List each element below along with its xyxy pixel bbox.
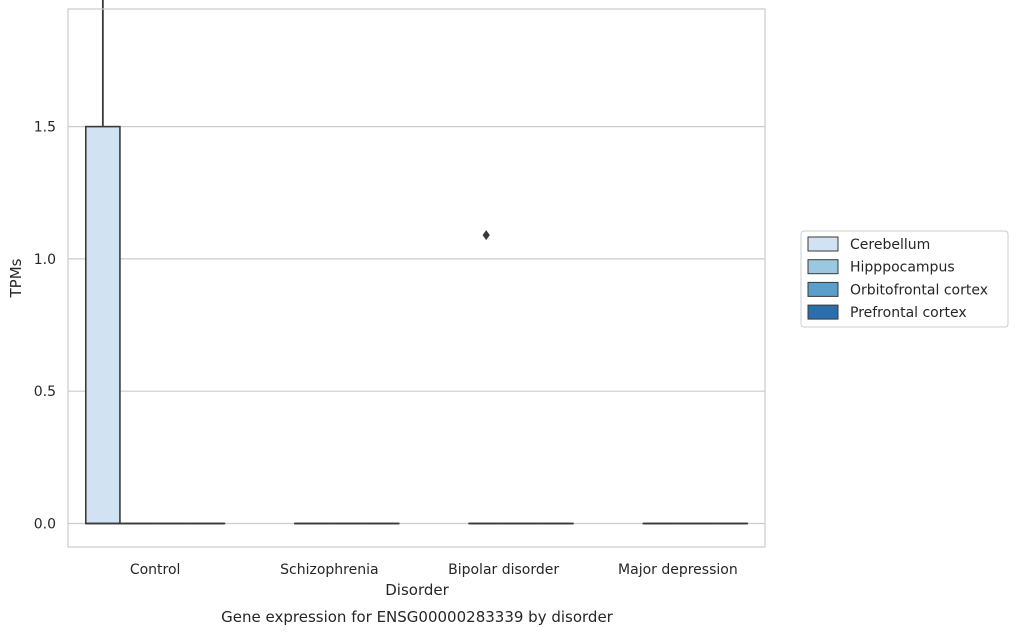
x-tick-label: Bipolar disorder — [448, 562, 559, 578]
legend-label: Orbitofrontal cortex — [850, 282, 988, 298]
legend-swatch — [807, 304, 839, 320]
legend-label: Cerebellum — [850, 237, 930, 253]
box-body — [84, 125, 121, 525]
x-tick-label: Schizophrenia — [280, 562, 378, 578]
y-tick-label: 0.5 — [34, 384, 56, 400]
y-axis-label: TPMs — [7, 258, 25, 298]
legend-label: Hipppocampus — [850, 260, 955, 276]
legend-swatch — [807, 281, 839, 297]
y-tick-label: 0.0 — [34, 517, 56, 533]
chart-caption: Gene expression for ENSG00000283339 by d… — [221, 608, 614, 626]
legend: Cerebellum Hipppocampus Orbitofrontal cort… — [800, 230, 1009, 328]
x-axis-label: Disorder — [385, 581, 449, 599]
box-cerebellum — [84, 0, 121, 525]
x-tick-label: Major depression — [618, 562, 738, 578]
legend-swatch — [807, 236, 839, 252]
y-tick-labels: 0.00.51.01.52.02.53.03.5 — [34, 0, 56, 533]
plot-frame — [67, 8, 766, 548]
outlier-point — [482, 230, 490, 241]
legend-label: Prefrontal cortex — [850, 305, 967, 321]
y-tick-label: 1.5 — [34, 120, 56, 136]
x-tick-labels: Control Schizophrenia Bipolar disorder Majo… — [130, 562, 738, 578]
legend-swatch — [807, 259, 839, 275]
y-tick-label: 1.0 — [34, 252, 56, 268]
x-tick-label: Control — [130, 562, 181, 578]
y-tick-label: 2.0 — [34, 0, 56, 3]
box-marks — [84, 0, 749, 525]
legend-box — [800, 230, 1009, 328]
